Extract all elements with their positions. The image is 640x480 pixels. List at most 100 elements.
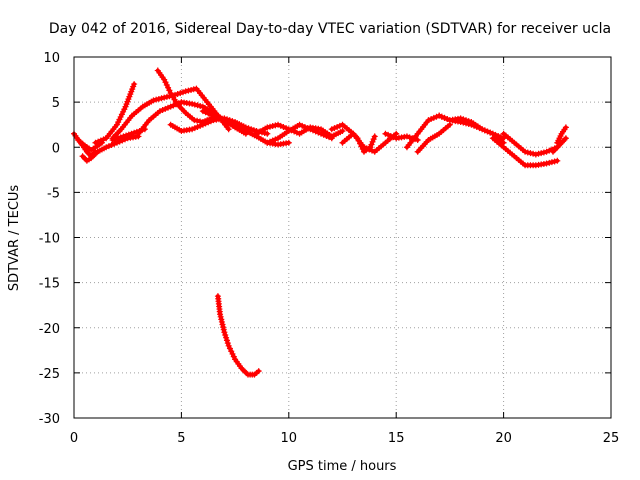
series-arc-23 bbox=[550, 135, 569, 155]
data-point bbox=[123, 132, 130, 139]
data-point bbox=[532, 151, 539, 158]
series-arc-11 bbox=[214, 293, 262, 378]
data-point bbox=[156, 108, 163, 115]
data-point bbox=[188, 86, 195, 93]
data-point bbox=[194, 117, 201, 124]
data-point bbox=[369, 147, 376, 154]
y-tick-label: 5 bbox=[52, 96, 60, 111]
y-tick-label: 10 bbox=[43, 51, 60, 66]
data-point bbox=[436, 112, 443, 119]
data-point bbox=[546, 159, 553, 166]
x-axis-label: GPS time / hours bbox=[288, 459, 397, 474]
data-point bbox=[562, 135, 569, 142]
data-points bbox=[71, 67, 569, 378]
data-point bbox=[226, 345, 233, 352]
data-point bbox=[479, 126, 486, 133]
y-tick-label: 0 bbox=[52, 141, 60, 156]
series-arc-19 bbox=[436, 112, 507, 146]
x-tick-label: 10 bbox=[281, 431, 298, 446]
data-point bbox=[174, 91, 181, 98]
data-point bbox=[125, 131, 132, 138]
x-tick-label: 5 bbox=[177, 431, 185, 446]
data-point bbox=[328, 126, 335, 133]
data-point bbox=[182, 88, 189, 95]
data-point bbox=[524, 149, 531, 156]
y-tick-label: -30 bbox=[39, 412, 60, 427]
data-point bbox=[444, 116, 451, 123]
x-tick-label: 0 bbox=[70, 431, 78, 446]
data-point bbox=[100, 136, 107, 143]
data-point bbox=[296, 121, 303, 128]
grid-lines bbox=[74, 57, 611, 418]
data-point bbox=[226, 119, 233, 126]
y-axis-label: SDTVAR / TECUs bbox=[7, 185, 22, 292]
data-point bbox=[463, 120, 470, 127]
data-point bbox=[159, 107, 166, 114]
data-point bbox=[221, 117, 228, 124]
data-point bbox=[430, 114, 437, 121]
data-point bbox=[548, 159, 555, 166]
series-arc-3 bbox=[79, 133, 142, 164]
data-point bbox=[331, 125, 338, 132]
data-point bbox=[336, 122, 343, 129]
data-point bbox=[387, 132, 394, 139]
data-point bbox=[369, 138, 376, 145]
data-point bbox=[428, 116, 435, 123]
data-point bbox=[155, 95, 162, 102]
series-arc-20 bbox=[489, 135, 561, 169]
data-point bbox=[170, 102, 177, 109]
data-point bbox=[551, 158, 558, 165]
data-point bbox=[191, 125, 198, 132]
series-arc-18 bbox=[414, 121, 453, 155]
y-tick-label: -15 bbox=[39, 277, 60, 292]
data-point bbox=[229, 350, 236, 357]
data-point bbox=[163, 93, 170, 100]
data-point bbox=[269, 137, 276, 144]
data-point bbox=[111, 140, 118, 147]
data-point bbox=[473, 123, 480, 130]
data-point bbox=[92, 139, 99, 146]
data-point bbox=[218, 116, 225, 123]
data-point bbox=[150, 97, 157, 104]
data-point bbox=[185, 87, 192, 94]
data-point bbox=[128, 130, 135, 137]
data-point bbox=[164, 104, 171, 111]
data-point bbox=[269, 123, 276, 130]
series-arc-16 bbox=[382, 130, 421, 144]
data-point bbox=[163, 81, 170, 88]
series-arc-15 bbox=[328, 121, 400, 155]
data-point bbox=[197, 102, 204, 109]
data-point bbox=[543, 148, 550, 155]
data-point bbox=[267, 123, 274, 130]
x-tick-label: 15 bbox=[388, 431, 405, 446]
data-point bbox=[425, 117, 432, 124]
data-point bbox=[315, 129, 322, 136]
data-point bbox=[481, 127, 488, 134]
data-point bbox=[264, 124, 271, 131]
data-point bbox=[535, 150, 542, 157]
data-point bbox=[250, 127, 257, 134]
data-point bbox=[224, 118, 231, 125]
data-point bbox=[225, 126, 232, 133]
data-point bbox=[113, 139, 120, 146]
data-point bbox=[205, 110, 212, 117]
series-arc-12 bbox=[253, 121, 346, 140]
data-point bbox=[103, 144, 110, 151]
data-point bbox=[248, 126, 255, 133]
x-tick-label: 20 bbox=[495, 431, 512, 446]
data-point bbox=[272, 122, 279, 129]
data-point bbox=[115, 135, 122, 142]
data-point bbox=[368, 141, 375, 148]
data-point bbox=[320, 131, 327, 138]
data-point bbox=[390, 134, 397, 141]
data-point bbox=[554, 157, 561, 164]
data-point bbox=[471, 122, 478, 129]
data-point bbox=[538, 150, 545, 157]
data-point bbox=[191, 117, 198, 124]
data-point bbox=[318, 130, 325, 137]
data-point bbox=[180, 89, 187, 96]
data-point bbox=[543, 160, 550, 167]
axis-ticks: 0 5 10 15 20 25 10 5 0 -5 -10 -15 -20 -25 -30 bbox=[39, 51, 620, 446]
data-point bbox=[406, 134, 413, 141]
chart-title: Day 042 of 2016, Sidereal Day-to-day VTE… bbox=[49, 21, 611, 37]
